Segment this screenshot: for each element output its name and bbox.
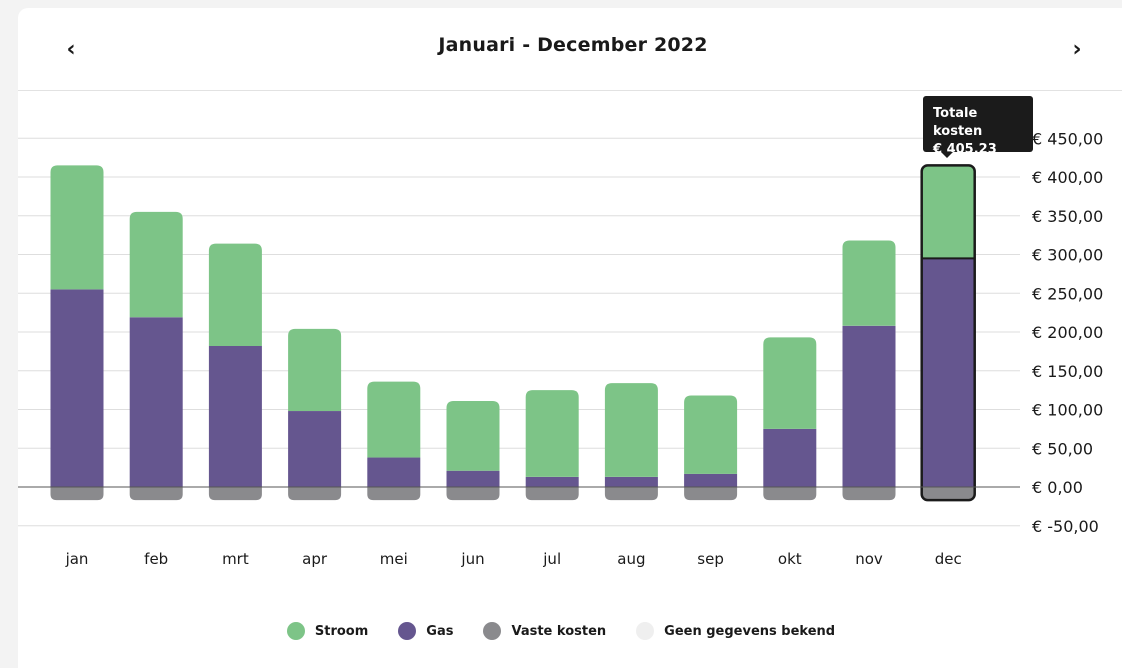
bar-stroom [367, 381, 421, 458]
legend-label: Gas [426, 623, 454, 639]
bar-stroom [288, 328, 342, 412]
legend-swatch [483, 622, 502, 640]
bar-stroom [763, 337, 817, 429]
chevron-left-icon: ‹ [66, 36, 76, 62]
bar-gas [684, 473, 738, 487]
legend-label: Vaste kosten [511, 623, 607, 639]
bar-stroom [921, 165, 975, 259]
bar-vaste-kosten [684, 487, 738, 501]
bar-vaste-kosten [446, 487, 500, 501]
x-tick-label: feb [144, 550, 168, 568]
bar-stroom [446, 400, 500, 471]
bar-stroom [208, 243, 262, 346]
y-tick-label: € 350,00 [1032, 207, 1103, 226]
total-cost-tooltip: Totale kosten € 405,23 [923, 96, 1033, 158]
legend-item-stroom[interactable]: Stroom [286, 622, 369, 640]
y-tick-label: € -50,00 [1032, 517, 1099, 536]
bar-vaste-kosten [525, 487, 579, 501]
y-tick-label: € 100,00 [1032, 401, 1103, 420]
legend-label: Stroom [314, 623, 369, 639]
bar-gas [604, 476, 658, 487]
bar-gas [446, 470, 500, 487]
bar-vaste-kosten [921, 487, 975, 501]
bar-gas [367, 457, 421, 487]
y-tick-label: € 150,00 [1032, 362, 1103, 381]
bar-gas [129, 317, 183, 487]
tooltip-label: Totale kosten [933, 106, 983, 139]
bar-vaste-kosten [208, 487, 262, 501]
chart-legend: Stroom Gas Vaste kosten Geen gegevens beken… [0, 622, 1122, 640]
bar-gas [288, 411, 342, 487]
legend-item-gas[interactable]: Gas [398, 622, 453, 640]
legend-swatch [398, 622, 417, 640]
x-tick-label: sep [697, 550, 724, 568]
y-tick-label: € 300,00 [1032, 246, 1103, 265]
x-tick-label: dec [935, 550, 962, 568]
bar-gas [525, 476, 579, 487]
bar-stroom [525, 390, 579, 477]
period-title: Januari - December 2022 [438, 34, 708, 56]
bar-stroom [842, 240, 896, 326]
y-tick-label: € 400,00 [1032, 168, 1103, 187]
bar-vaste-kosten [604, 487, 658, 501]
x-tick-label: apr [302, 550, 328, 568]
x-tick-label: nov [855, 550, 883, 568]
y-tick-label: € 0,00 [1032, 478, 1083, 497]
bar-stroom [684, 395, 738, 474]
previous-period-button[interactable]: ‹ [56, 34, 86, 64]
bar-gas [208, 345, 262, 487]
y-tick-label: € 200,00 [1032, 323, 1103, 342]
x-tick-label: jul [542, 550, 561, 568]
bar-stroom [50, 165, 104, 290]
bar-gas [50, 289, 104, 487]
x-tick-label: jun [460, 550, 484, 568]
next-period-button[interactable]: › [1062, 34, 1092, 64]
bar-gas [921, 258, 975, 487]
bar-vaste-kosten [129, 487, 183, 501]
y-tick-label: € 450,00 [1032, 129, 1103, 148]
bar-vaste-kosten [367, 487, 421, 501]
chart-header: ‹ Januari - December 2022 › [18, 8, 1122, 91]
legend-swatch [286, 622, 305, 640]
x-tick-label: mei [380, 550, 408, 568]
legend-item-vaste-kosten[interactable]: Vaste kosten [483, 622, 606, 640]
bar-stroom [604, 383, 658, 477]
bar-vaste-kosten [288, 487, 342, 501]
x-tick-label: jan [65, 550, 89, 568]
legend-swatch [636, 622, 655, 640]
bar-vaste-kosten [763, 487, 817, 501]
y-tick-label: € 250,00 [1032, 284, 1103, 303]
bar-gas [842, 325, 896, 487]
selected-bar-outline [920, 164, 976, 502]
legend-label: Geen gegevens bekend [664, 623, 836, 639]
bar-stroom [129, 211, 183, 318]
legend-item-geen-gegevens[interactable]: Geen gegevens bekend [636, 622, 835, 640]
x-tick-label: mrt [222, 550, 249, 568]
y-tick-label: € 50,00 [1032, 439, 1093, 458]
x-tick-label: aug [617, 550, 645, 568]
tooltip-value: € 405,23 [933, 142, 997, 157]
chevron-right-icon: › [1072, 36, 1082, 62]
bar-vaste-kosten [50, 487, 104, 501]
bar-vaste-kosten [842, 487, 896, 501]
bar-gas [763, 428, 817, 487]
x-tick-label: okt [778, 550, 802, 568]
